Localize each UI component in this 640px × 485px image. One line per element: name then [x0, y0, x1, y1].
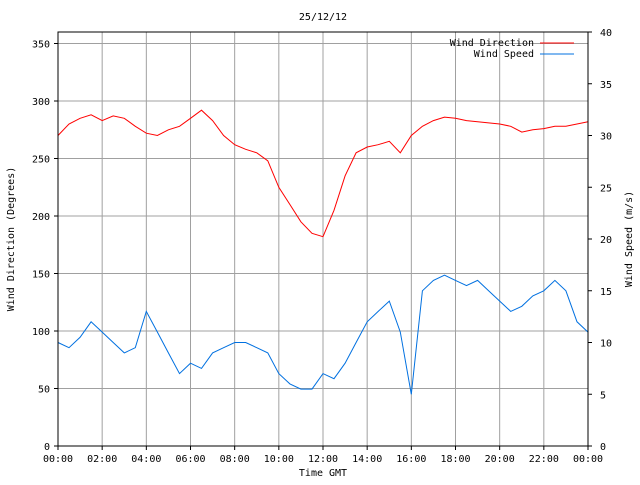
x-tick-label: 14:00 — [352, 454, 382, 465]
series-line-wind-speed — [57, 274, 589, 395]
y-left-tick-label: 150 — [32, 270, 50, 281]
grid-layer — [58, 32, 588, 446]
y-left-tick-label: 200 — [32, 212, 50, 223]
x-tick-label: 02:00 — [87, 454, 117, 465]
y-right-tick-label: 25 — [600, 183, 612, 194]
legend-label-wind-speed: Wind Speed — [474, 49, 534, 60]
y-right-tick-label: 20 — [600, 235, 612, 246]
legend: Wind Direction Wind Speed — [450, 38, 574, 60]
x-tick-label: 04:00 — [131, 454, 161, 465]
tick-layer: 00:00 02:00 04:00 06:00 08:00 10:00 12:00 14:00… — [32, 28, 612, 465]
x-tick-label: 16:00 — [396, 454, 426, 465]
chart-title: 25/12/12 — [299, 12, 347, 23]
x-tick-label: 12:00 — [308, 454, 338, 465]
y-right-tick-label: 35 — [600, 80, 612, 91]
legend-label-wind-direction: Wind Direction — [450, 38, 534, 49]
x-tick-label: 08:00 — [220, 454, 250, 465]
y-right-tick-label: 30 — [600, 132, 612, 143]
y-left-tick-label: 250 — [32, 155, 50, 166]
y-right-tick-label: 0 — [600, 442, 606, 453]
y-right-tick-label: 15 — [600, 287, 612, 298]
y-left-tick-label: 50 — [38, 385, 50, 396]
x-tick-label: 22:00 — [529, 454, 559, 465]
x-tick-label: 20:00 — [485, 454, 515, 465]
y-right-tick-label: 40 — [600, 28, 612, 39]
y-right-tick-label: 5 — [600, 390, 606, 401]
x-tick-label: 10:00 — [264, 454, 294, 465]
y-left-tick-label: 100 — [32, 327, 50, 338]
y-axis-left-label: Wind Direction (Degrees) — [6, 167, 17, 312]
y-left-tick-label: 350 — [32, 40, 50, 51]
y-axis-right-label: Wind Speed (m/s) — [624, 191, 635, 287]
x-tick-label: 00:00 — [43, 454, 73, 465]
series-layer — [57, 109, 589, 395]
x-tick-label: 06:00 — [175, 454, 205, 465]
y-right-tick-label: 10 — [600, 339, 612, 350]
x-tick-label: 18:00 — [440, 454, 470, 465]
x-tick-label: 00:00 — [573, 454, 603, 465]
y-left-tick-label: 300 — [32, 97, 50, 108]
x-axis-label: Time GMT — [299, 468, 347, 479]
series-line-wind-direction — [57, 109, 589, 238]
y-left-tick-label: 0 — [44, 442, 50, 453]
